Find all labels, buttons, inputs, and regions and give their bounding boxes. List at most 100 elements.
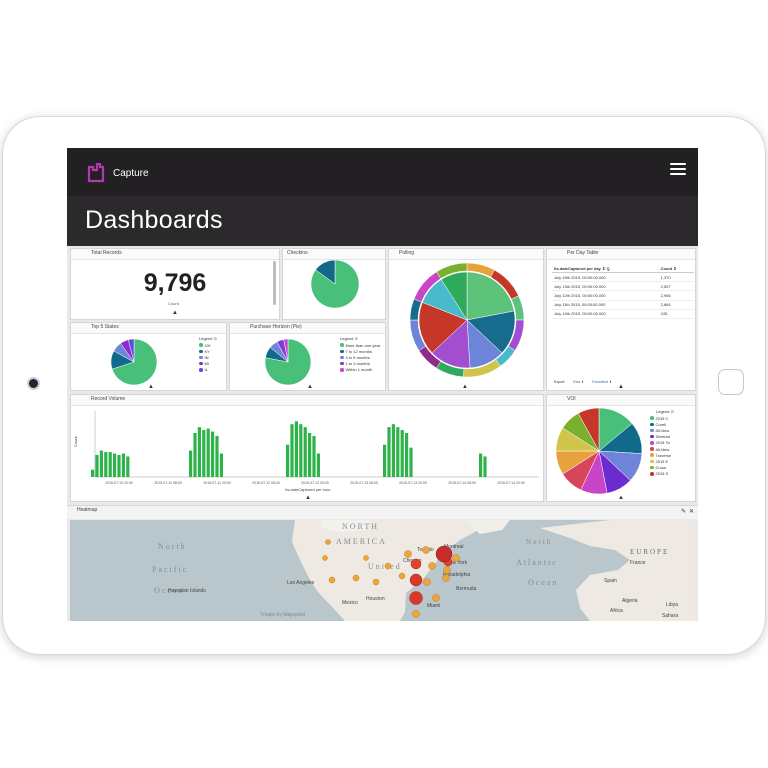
total-records-value: 9,796	[143, 269, 207, 297]
map-label: Sahara	[662, 613, 679, 619]
polling-sunburst-chart	[409, 262, 525, 378]
legend-item[interactable]: 2015 S	[650, 471, 674, 477]
bar	[189, 450, 193, 477]
heat-marker	[404, 550, 412, 558]
map-label: Mexico	[342, 600, 358, 606]
x-tick-label: 2015-07-12 08:00	[252, 481, 280, 485]
legend-item[interactable]: Silverad	[650, 434, 674, 440]
bar	[95, 455, 99, 477]
legend-item[interactable]: Traverse	[650, 452, 674, 458]
heat-marker	[322, 555, 328, 561]
pie-slice	[127, 338, 135, 363]
bar	[121, 453, 125, 477]
legend-title[interactable]: Legend ⊙	[199, 336, 217, 341]
bar	[202, 430, 206, 477]
column-header-count[interactable]: Count ⇕	[630, 265, 694, 273]
bar	[405, 433, 409, 477]
capture-logo-icon	[87, 163, 105, 183]
per-day-table: its.dateCaptured per day ⇕ Q Count ⇕ Jul…	[552, 265, 694, 319]
heat-marker	[428, 562, 436, 570]
legend-item[interactable]: 2015 C	[650, 415, 674, 421]
legend-item[interactable]: Corell	[650, 421, 674, 427]
close-icon[interactable]: ✕	[688, 509, 694, 515]
map-label: Houston	[366, 596, 385, 602]
export-raw-link[interactable]: Raw ⬇	[573, 380, 585, 384]
collapse-caret-icon[interactable]: ▲	[307, 384, 313, 390]
home-button[interactable]	[718, 369, 744, 395]
map-label: Algeria	[622, 598, 638, 604]
legend-item[interactable]: More than one year	[340, 342, 380, 348]
panel-title: Purchase Horizon (Pie)	[250, 324, 302, 330]
top5-states-pie-chart	[110, 338, 158, 386]
heat-marker	[325, 539, 331, 545]
legend-item[interactable]: 2015 Ta	[650, 440, 674, 446]
bar	[303, 427, 307, 477]
title-bar: Dashboards	[67, 196, 698, 246]
brand[interactable]: Capture	[87, 162, 149, 184]
legend-title[interactable]: Legend ⊙	[656, 409, 674, 414]
legend-item[interactable]: All-New	[650, 446, 674, 452]
map-label: NORTH	[342, 522, 380, 531]
pie-slice	[436, 262, 468, 279]
pie-slice	[111, 338, 158, 386]
heatmap-map[interactable]: NORTH AMERICA North Pacific Ocean Atlant…	[70, 520, 695, 621]
collapse-caret-icon[interactable]: ▲	[618, 495, 624, 501]
export-links: Export: Raw ⬇ Formatted ⬇	[554, 380, 612, 384]
voi-legend: Legend ⊙ 2015 C Corell All-New Silverad …	[650, 409, 674, 477]
bar	[316, 453, 320, 477]
collapse-caret-icon[interactable]: ▲	[148, 384, 154, 390]
bar	[126, 456, 130, 477]
bar	[396, 427, 400, 477]
page-title: Dashboards	[85, 206, 223, 234]
legend-title[interactable]: Legend ⊙	[340, 336, 358, 341]
legend-item[interactable]: Cruze	[650, 465, 674, 471]
menu-icon[interactable]	[670, 163, 686, 177]
map-label: Atlantic	[516, 558, 558, 567]
legend-item[interactable]: Within 1 month	[340, 367, 380, 373]
purchase-horizon-legend: Legend ⊙ More than one year 7 to 12 mont…	[340, 336, 380, 373]
collapse-caret-icon[interactable]: ▲	[462, 384, 468, 390]
map-label: Hawaiian Islands	[168, 588, 206, 594]
legend-item[interactable]: MI	[199, 361, 217, 367]
edit-icon[interactable]: ✎	[680, 509, 686, 515]
collapse-caret-icon[interactable]: ▲	[172, 310, 178, 316]
legend-item[interactable]: KY	[199, 348, 217, 354]
heatmap-markers	[322, 539, 460, 618]
legend-item[interactable]: 1 to 3 months	[340, 361, 380, 367]
legend-item[interactable]: OH	[199, 342, 217, 348]
collapse-caret-icon[interactable]: ▲	[305, 495, 311, 501]
heat-marker	[443, 566, 451, 574]
bar	[197, 427, 201, 477]
scrollbar[interactable]	[273, 261, 276, 305]
map-label: Spain	[604, 578, 617, 584]
legend-item[interactable]: IL	[199, 367, 217, 373]
map-label: Miami	[427, 603, 441, 609]
collapse-caret-icon[interactable]: ▲	[618, 384, 624, 390]
heat-marker	[432, 594, 440, 602]
panel-title: Checkins	[287, 250, 308, 256]
legend-item[interactable]: 4 to 6 months	[340, 354, 380, 360]
bar	[400, 430, 404, 477]
bar	[215, 435, 219, 477]
legend-item[interactable]: 7 to 12 months	[340, 348, 380, 354]
column-header-date[interactable]: its.dateCaptured per day ⇕ Q	[552, 265, 631, 273]
map-label: Bermuda	[456, 586, 477, 592]
bar	[113, 453, 117, 477]
bar	[99, 450, 103, 477]
polling-panel: Polling ▲	[388, 248, 544, 391]
bar	[219, 453, 223, 477]
legend-item[interactable]: All-New	[650, 427, 674, 433]
pie-slice	[440, 271, 468, 321]
bar	[108, 452, 112, 477]
top-navbar: Capture	[67, 148, 698, 196]
bar	[193, 433, 197, 477]
voi-panel: VOI Legend ⊙ 2015 C Corell All-New Silve…	[546, 394, 696, 502]
per-day-table-panel: Per Day Table its.dateCaptured per day ⇕…	[546, 248, 696, 391]
map-label: Ocean	[154, 586, 185, 595]
table-row: July 13th 2015, 00:00:00.000 2,507	[552, 281, 694, 292]
bar	[91, 469, 95, 477]
x-tick-label: 2015-07-11 20:00	[203, 481, 230, 485]
export-formatted-link[interactable]: Formatted ⬇	[592, 380, 612, 384]
legend-item[interactable]: IN	[199, 354, 217, 360]
legend-item[interactable]: 2015 E	[650, 458, 674, 464]
